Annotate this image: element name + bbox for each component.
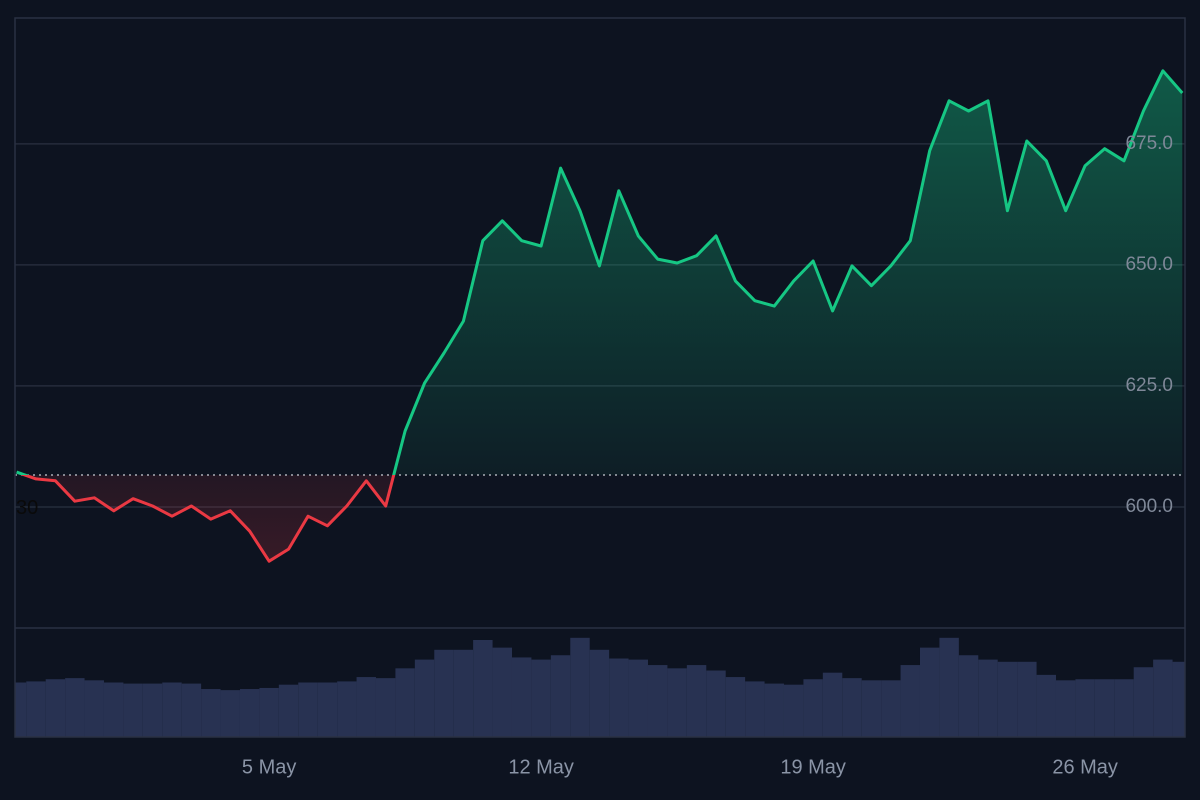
volume-bar: [881, 680, 901, 737]
volume-bar: [764, 683, 784, 737]
y-tick-label: 625.0: [1125, 375, 1173, 396]
volume-bar: [84, 680, 104, 737]
volume-bar: [45, 679, 66, 737]
volume-bar: [337, 681, 357, 737]
volume-bar: [26, 681, 46, 737]
volume-bar: [317, 682, 338, 737]
volume-bar: [375, 678, 396, 737]
volume-bar: [822, 672, 843, 737]
volume-bar: [15, 682, 27, 737]
volume-bar: [531, 659, 551, 737]
volume-bar: [123, 683, 143, 737]
volume-bar: [706, 670, 726, 737]
volume-bar: [356, 677, 376, 737]
x-tick-label: 19 May: [780, 756, 846, 778]
volume-bar: [745, 681, 765, 737]
volume-bar: [453, 649, 474, 737]
volume-bar: [511, 657, 532, 737]
volume-bar: [978, 659, 998, 737]
volume-bar: [1172, 661, 1185, 737]
volume-bar: [142, 683, 163, 737]
volume-bars: [15, 637, 1185, 737]
volume-bar: [550, 655, 571, 737]
volume-bar: [492, 647, 512, 737]
volume-bar: [783, 684, 804, 737]
y-tick-label: 675.0: [1125, 133, 1173, 154]
volume-bar: [1114, 679, 1134, 737]
volume-bar: [958, 655, 979, 737]
baseline-label: 30: [16, 497, 38, 519]
x-tick-label: 26 May: [1052, 756, 1118, 778]
volume-bar: [1133, 667, 1154, 737]
volume-bar: [181, 683, 202, 737]
volume-bar: [434, 649, 454, 737]
volume-bar: [919, 647, 940, 737]
plot: [15, 69, 1185, 563]
volume-bar: [1153, 659, 1173, 737]
volume-bar: [65, 678, 85, 737]
volume-bar: [201, 689, 221, 737]
volume-bar: [686, 665, 707, 737]
volume-bar: [298, 682, 318, 737]
volume-bar: [803, 679, 823, 737]
volume-bar: [647, 665, 668, 737]
volume-bar: [725, 677, 746, 737]
volume-bar: [667, 668, 687, 737]
volume-bar: [259, 687, 279, 737]
volume-bar: [861, 680, 882, 737]
volume-bar: [414, 659, 435, 737]
volume-bar: [628, 659, 648, 737]
volume-bar: [239, 689, 260, 737]
volume-bar: [1017, 661, 1037, 737]
volume-bar: [842, 678, 862, 737]
volume-bar: [278, 684, 299, 737]
frame: [14, 17, 1186, 738]
volume-bar: [570, 637, 590, 737]
volume-bar: [473, 639, 493, 737]
volume-bar: [103, 682, 124, 737]
volume-bar: [1094, 679, 1115, 737]
labels: 600.0 625.0 650.0 675.0 5 May 12 May 19 May 26 …: [16, 133, 1173, 778]
y-tick-label: 600.0: [1125, 496, 1173, 517]
volume-bar: [1055, 680, 1076, 737]
x-tick-label: 5 May: [242, 756, 296, 778]
price-area: [16, 70, 1183, 562]
volume-bar: [1075, 679, 1095, 737]
volume-bar: [997, 661, 1018, 737]
y-tick-label: 650.0: [1125, 254, 1173, 275]
volume-bar: [1036, 674, 1056, 737]
volume-bar: [589, 649, 610, 737]
volume-bar: [162, 682, 182, 737]
volume-bar: [900, 665, 920, 737]
x-tick-label: 12 May: [508, 756, 574, 778]
volume-bar: [220, 690, 240, 737]
volume-bar: [609, 658, 629, 737]
volume-bar: [939, 637, 959, 737]
price-line: [16, 69, 1184, 563]
volume-bar: [395, 668, 415, 737]
